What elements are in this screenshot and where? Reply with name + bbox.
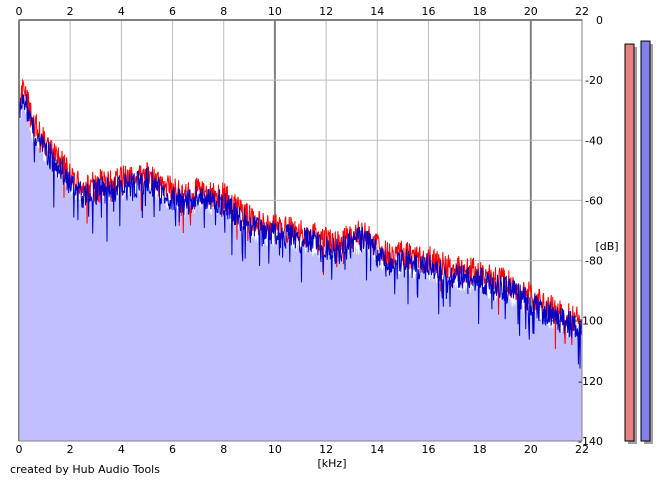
x-tick-label-bottom: 12 (319, 443, 333, 456)
spectrum-area (19, 101, 582, 442)
footer-credit: created by Hub Audio Tools (10, 463, 160, 476)
x-tick-label-top: 4 (118, 5, 125, 18)
spectrum-fill-area (19, 101, 582, 442)
plot-frame (18, 19, 583, 442)
y-tick-label: -100 (578, 315, 603, 328)
y-tick-label: -40 (585, 134, 603, 147)
x-tick-label-top: 6 (169, 5, 176, 18)
x-tick-label-top: 8 (220, 5, 227, 18)
x-tick-labels-bottom: 0 2 4 6 8 10 12 14 16 18 20 22 (16, 443, 590, 456)
x-tick-label-top: 14 (370, 5, 384, 18)
x-tick-label-top: 20 (524, 5, 538, 18)
x-axis-label: [kHz] (318, 457, 347, 470)
x-tick-label-bottom: 22 (575, 443, 589, 456)
y-tick-label: -60 (585, 194, 603, 207)
x-tick-label-bottom: 10 (268, 443, 282, 456)
x-tick-label-top: 18 (473, 5, 487, 18)
x-tick-label-bottom: 20 (524, 443, 538, 456)
level-meters (624, 40, 653, 445)
x-tick-labels-top: 0 2 4 6 8 10 12 14 16 18 20 22 (16, 5, 590, 18)
x-tick-label-bottom: 16 (421, 443, 435, 456)
y-tick-labels: 0 -20 -40 -60 -80 -100 -120 -140 (578, 14, 603, 448)
plot-border (18, 19, 583, 442)
y-tick-label: -80 (585, 255, 603, 268)
x-tick-label-bottom: 6 (169, 443, 176, 456)
y-tick-label: -20 (585, 74, 603, 87)
y-tick-label: -140 (578, 435, 603, 448)
spectrum-lines (18, 78, 583, 369)
x-tick-label-bottom: 4 (118, 443, 125, 456)
x-tick-label-bottom: 18 (473, 443, 487, 456)
x-tick-label-bottom: 0 (16, 443, 23, 456)
x-tick-label-bottom: 8 (220, 443, 227, 456)
x-tick-label-top: 0 (16, 5, 23, 18)
right-channel-line (18, 93, 583, 369)
x-tick-label-bottom: 14 (370, 443, 384, 456)
y-tick-label: -120 (578, 375, 603, 388)
x-tick-label-top: 10 (268, 5, 282, 18)
x-tick-label-top: 2 (67, 5, 74, 18)
x-tick-label-bottom: 2 (67, 443, 74, 456)
x-tick-label-top: 16 (421, 5, 435, 18)
y-tick-label: 0 (596, 14, 603, 27)
y-axis-label: [dB] (595, 240, 618, 253)
level-meter-left (624, 43, 635, 442)
level-meter-right (640, 40, 651, 442)
x-tick-label-top: 12 (319, 5, 333, 18)
x-tick-label-top: 22 (575, 5, 589, 18)
